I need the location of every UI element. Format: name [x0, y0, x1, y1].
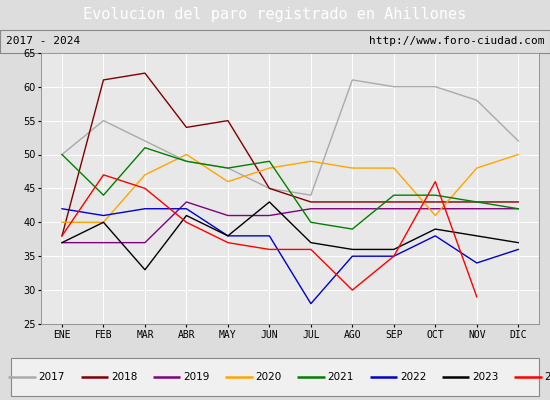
Text: 2017: 2017	[39, 372, 65, 382]
Text: 2019: 2019	[183, 372, 210, 382]
Text: 2024: 2024	[544, 372, 550, 382]
Text: 2018: 2018	[111, 372, 137, 382]
Bar	[11, 358, 539, 396]
Text: 2021: 2021	[328, 372, 354, 382]
Text: 2023: 2023	[472, 372, 499, 382]
Text: 2022: 2022	[400, 372, 426, 382]
Text: http://www.foro-ciudad.com: http://www.foro-ciudad.com	[369, 36, 544, 46]
Text: 2017 - 2024: 2017 - 2024	[6, 36, 80, 46]
Text: Evolucion del paro registrado en Ahillones: Evolucion del paro registrado en Ahillon…	[84, 8, 466, 22]
Text: 2020: 2020	[255, 372, 282, 382]
